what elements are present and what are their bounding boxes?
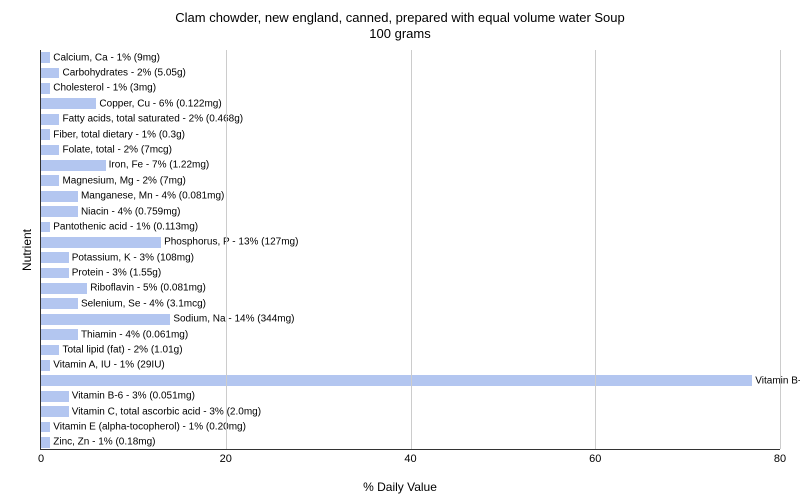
bar-label: Fatty acids, total saturated - 2% (0.468… [59,114,243,125]
bar-label: Fiber, total dietary - 1% (0.3g) [50,129,185,140]
bar [41,329,78,340]
bar [41,268,69,279]
bar-label: Vitamin E (alpha-tocopherol) - 1% (0.20m… [50,421,246,432]
bar [41,83,50,94]
bar [41,145,59,156]
bar-label: Potassium, K - 3% (108mg) [69,252,194,263]
bar [41,391,69,402]
bar [41,222,50,233]
bar-label: Vitamin A, IU - 1% (29IU) [50,360,165,371]
y-axis-label: Nutrient [20,229,34,271]
chart-title: Clam chowder, new england, canned, prepa… [0,10,800,43]
bar-label: Riboflavin - 5% (0.081mg) [87,283,206,294]
bar [41,406,69,417]
bar-label: Niacin - 4% (0.759mg) [78,206,180,217]
bar-label: Protein - 3% (1.55g) [69,268,162,279]
x-tick-label: 20 [220,453,232,465]
bar-label: Manganese, Mn - 4% (0.081mg) [78,191,224,202]
bar [41,160,106,171]
bar [41,237,161,248]
bar-label: Total lipid (fat) - 2% (1.01g) [59,344,182,355]
bar [41,345,59,356]
x-tick-label: 60 [589,453,601,465]
x-tick-label: 80 [774,453,786,465]
chart-title-line1: Clam chowder, new england, canned, prepa… [175,10,625,25]
gridline [595,50,596,449]
bar [41,437,50,448]
bar [41,360,50,371]
bar-label: Cholesterol - 1% (3mg) [50,83,156,94]
bar-label: Pantothenic acid - 1% (0.113mg) [50,221,198,232]
bar-label: Iron, Fe - 7% (1.22mg) [106,160,210,171]
bar-label: Thiamin - 4% (0.061mg) [78,329,188,340]
bar [41,314,170,325]
plot-area: Calcium, Ca - 1% (9mg) Carbohydrates - 2%… [40,50,780,450]
bar [41,129,50,140]
bar [41,252,69,263]
bar-label: Calcium, Ca - 1% (9mg) [50,52,160,63]
bar-label: Selenium, Se - 4% (3.1mcg) [78,298,206,309]
bar [41,114,59,125]
bar-label: Carbohydrates - 2% (5.05g) [59,68,185,79]
bar-label: Vitamin C, total ascorbic acid - 3% (2.0… [69,406,261,417]
chart-title-line2: 100 grams [369,26,430,41]
bar [41,191,78,202]
bar [41,68,59,79]
bar-label: Folate, total - 2% (7mcg) [59,144,171,155]
bar [41,206,78,217]
bar [41,375,752,386]
bar-label: Vitamin B-12 - 77% (4.63mcg) [752,375,800,386]
bar [41,283,87,294]
bar [41,52,50,63]
bar-label: Sodium, Na - 14% (344mg) [170,314,294,325]
bar-label: Phosphorus, P - 13% (127mg) [161,237,298,248]
gridline [411,50,412,449]
bar [41,98,96,109]
gridline [226,50,227,449]
gridline [780,50,781,449]
x-tick-label: 40 [404,453,416,465]
bar-label: Zinc, Zn - 1% (0.18mg) [50,437,155,448]
bar [41,298,78,309]
bar-label: Copper, Cu - 6% (0.122mg) [96,98,221,109]
bar [41,175,59,186]
bar [41,422,50,433]
bar-label: Magnesium, Mg - 2% (7mg) [59,175,185,186]
x-axis-label: % Daily Value [0,480,800,494]
bar-label: Vitamin B-6 - 3% (0.051mg) [69,391,195,402]
x-tick-label: 0 [38,453,44,465]
nutrient-chart: Clam chowder, new england, canned, prepa… [0,0,800,500]
